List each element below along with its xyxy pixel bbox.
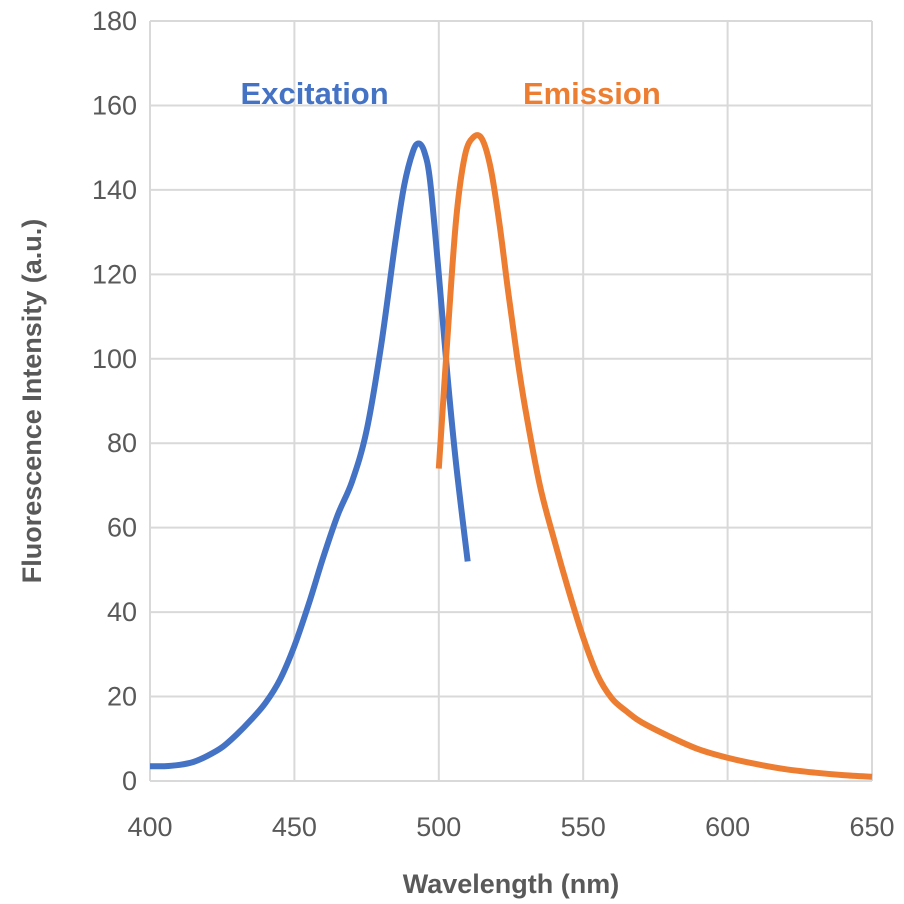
x-tick-label: 600: [705, 812, 750, 842]
plot-series: [149, 132, 873, 780]
series-line-excitation: [149, 140, 471, 770]
y-tick-label: 40: [107, 597, 137, 627]
x-tick-label: 550: [561, 812, 606, 842]
y-tick-label: 180: [92, 6, 137, 36]
x-tick-label: 650: [849, 812, 894, 842]
x-axis-title: Wavelength (nm): [403, 869, 620, 899]
y-tick-label: 60: [107, 513, 137, 543]
y-tick-labels: 0 20 40 60 80 100 120 140 160 180: [92, 6, 137, 796]
series-line-emission: [435, 132, 873, 780]
y-axis-title: Fluorescence Intensity (a.u.): [17, 219, 47, 584]
y-tick-label: 100: [92, 344, 137, 374]
y-tick-label: 20: [107, 682, 137, 712]
y-tick-label: 120: [92, 259, 137, 289]
x-tick-labels: 400 450 500 550 600 650: [127, 812, 894, 842]
annotation-excitation: Excitation: [241, 76, 389, 111]
annotation-emission: Emission: [523, 76, 661, 111]
y-tick-label: 0: [122, 766, 137, 796]
x-tick-label: 500: [416, 812, 461, 842]
y-tick-label: 80: [107, 428, 137, 458]
y-tick-label: 160: [92, 90, 137, 120]
y-tick-label: 140: [92, 175, 137, 205]
x-tick-label: 400: [127, 812, 172, 842]
x-tick-label: 450: [272, 812, 317, 842]
gridlines: [149, 20, 873, 782]
series-annotations: Excitation Emission: [241, 76, 661, 111]
